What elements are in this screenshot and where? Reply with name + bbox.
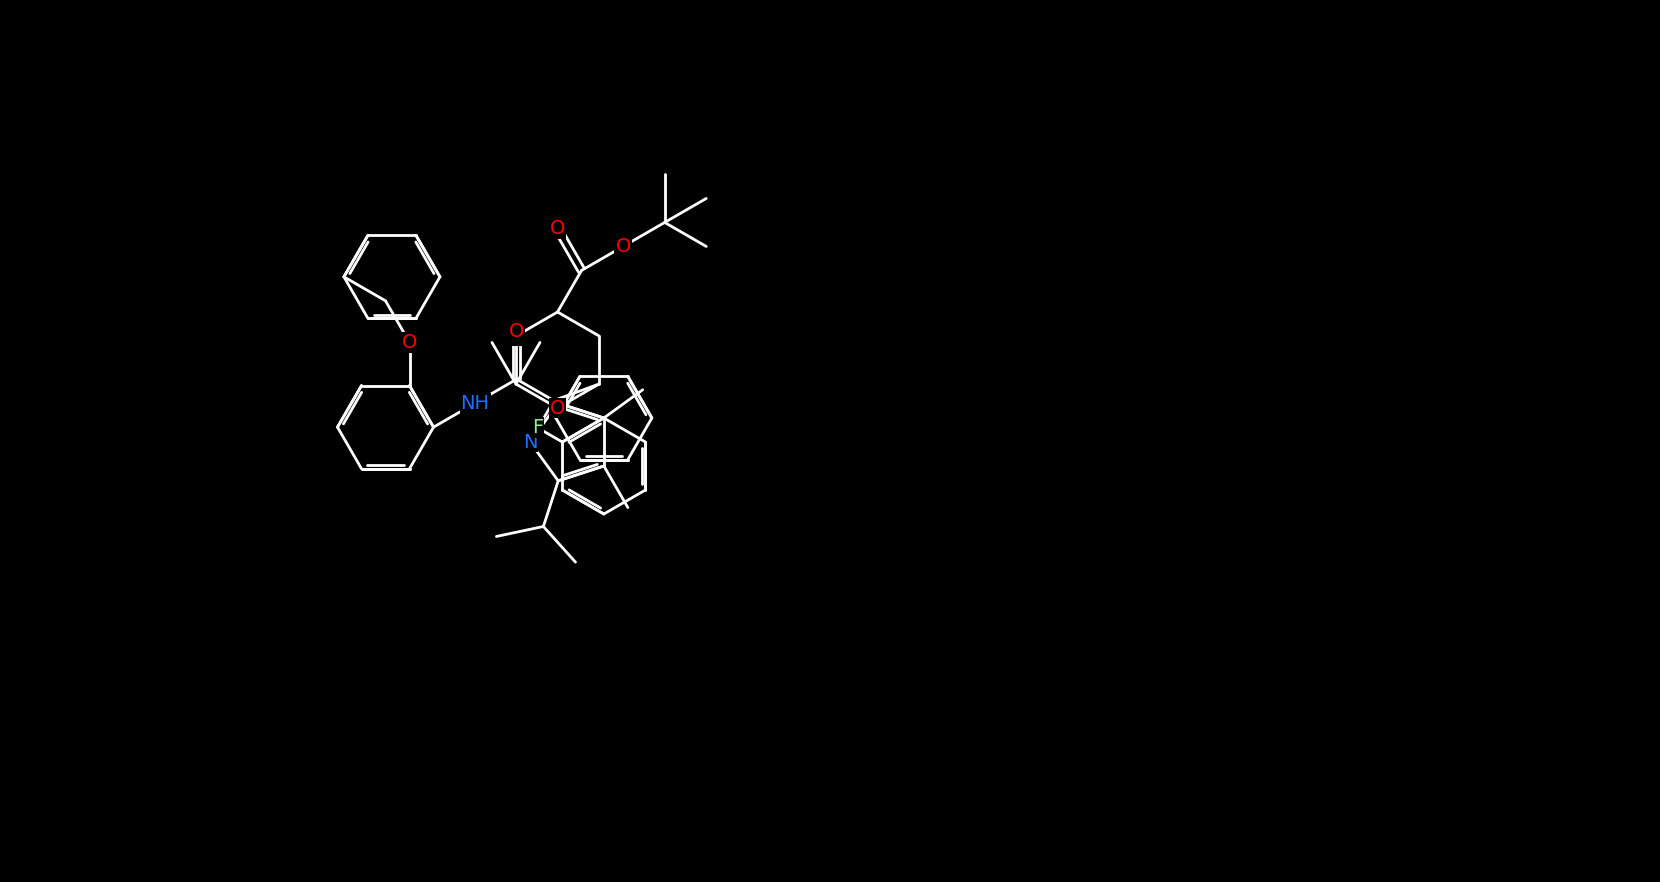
Text: O: O (508, 326, 523, 346)
Text: F: F (531, 418, 543, 437)
Text: O: O (402, 333, 417, 352)
Text: O: O (616, 237, 631, 256)
Text: O: O (510, 322, 525, 340)
Text: O: O (549, 220, 564, 238)
Text: O: O (549, 399, 564, 417)
Text: N: N (523, 432, 538, 452)
Text: NH: NH (460, 393, 490, 413)
